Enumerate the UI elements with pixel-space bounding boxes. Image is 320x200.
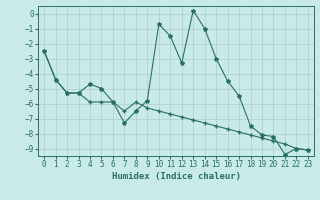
X-axis label: Humidex (Indice chaleur): Humidex (Indice chaleur) (111, 172, 241, 181)
